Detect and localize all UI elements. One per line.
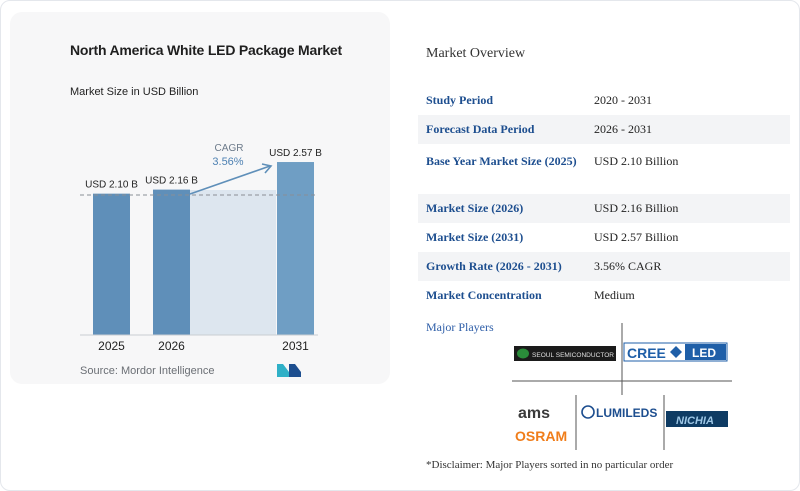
- row-label: Study Period: [426, 93, 494, 107]
- row-value: 2020 - 2031: [594, 93, 652, 107]
- chart-title: North America White LED Package Market: [70, 42, 342, 58]
- led-text: LED: [692, 346, 716, 360]
- row-value: USD 2.10 Billion: [594, 154, 679, 168]
- overview-table: Study Period 2020 - 2031 Forecast Data P…: [418, 86, 790, 310]
- ams-text: ams: [518, 405, 550, 422]
- row-value: USD 2.57 Billion: [594, 230, 679, 244]
- mordor-logo-icon: [277, 364, 301, 377]
- nichia-text: NICHIA: [676, 415, 714, 427]
- major-players-label: Major Players: [426, 320, 494, 334]
- row-label: Growth Rate (2026 - 2031): [426, 259, 562, 273]
- row-label: Market Concentration: [426, 288, 542, 302]
- row-label: Market Size (2026): [426, 201, 524, 215]
- row-value: Medium: [594, 288, 635, 302]
- seoul-semiconductor-logo: SEOUL SEMICONDUCTOR: [514, 346, 616, 361]
- row-value: 2026 - 2031: [594, 122, 652, 136]
- cree-led-logo: CREE LED: [623, 342, 728, 362]
- osram-text: OSRAM: [515, 428, 567, 444]
- overview-row: Base Year Market Size (2025) USD 2.10 Bi…: [418, 144, 790, 194]
- seoul-semiconductor-text: SEOUL SEMICONDUCTOR: [532, 352, 614, 359]
- row-label: Forecast Data Period: [426, 122, 535, 136]
- row-label: Base Year Market Size (2025): [426, 154, 577, 168]
- nichia-logo: NICHIA: [666, 411, 728, 427]
- overview-row: Forecast Data Period 2026 - 2031: [418, 115, 790, 144]
- source-note: Source: Mordor Intelligence: [80, 365, 215, 377]
- overview-row: Growth Rate (2026 - 2031) 3.56% CAGR: [418, 252, 790, 281]
- cree-text: CREE: [627, 345, 666, 361]
- ams-osram-logo: ams OSRAM: [515, 405, 567, 444]
- row-value: 3.56% CAGR: [594, 259, 662, 273]
- overview-row: Market Size (2031) USD 2.57 Billion: [418, 223, 790, 252]
- chart-subtitle: Market Size in USD Billion: [70, 86, 199, 98]
- disclaimer: *Disclaimer: Major Players sorted in no …: [426, 459, 674, 471]
- overview-title: Market Overview: [426, 46, 526, 61]
- row-label: Market Size (2031): [426, 230, 524, 244]
- overview-row: Market Concentration Medium: [418, 281, 790, 310]
- lumileds-text: LUMILEDS: [596, 406, 657, 420]
- overview-row: Market Size (2026) USD 2.16 Billion: [418, 194, 790, 223]
- row-value: USD 2.16 Billion: [594, 201, 679, 215]
- overview-row: Study Period 2020 - 2031: [418, 86, 790, 115]
- lumileds-logo: LUMILEDS: [581, 405, 657, 420]
